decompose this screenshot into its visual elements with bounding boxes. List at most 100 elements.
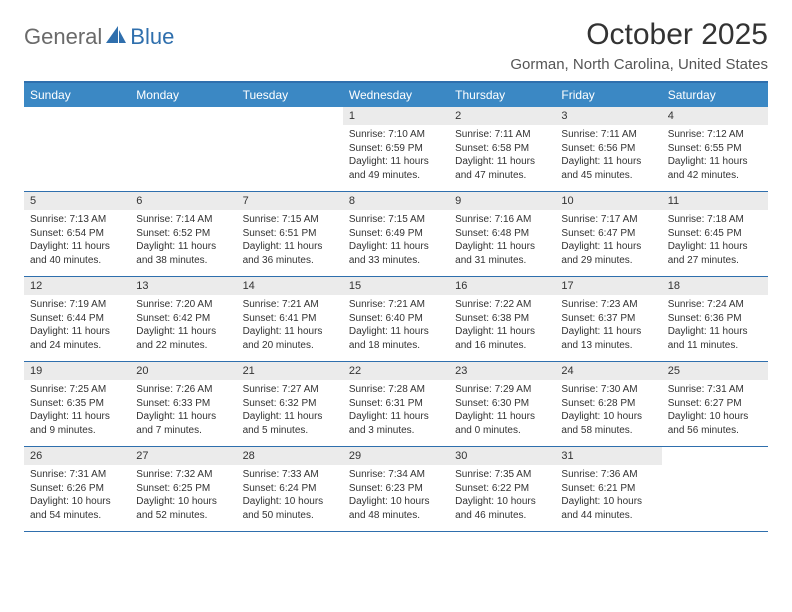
date-number: 25 [662,362,768,380]
header: General Blue October 2025 Gorman, North … [24,18,768,73]
day-cell: 24Sunrise: 7:30 AMSunset: 6:28 PMDayligh… [555,362,661,446]
date-number: 18 [662,277,768,295]
day-cell: 23Sunrise: 7:29 AMSunset: 6:30 PMDayligh… [449,362,555,446]
date-number: 22 [343,362,449,380]
weekday-header: Sunday [24,83,130,107]
day-details: Sunrise: 7:21 AMSunset: 6:41 PMDaylight:… [237,295,343,356]
weekday-header-row: SundayMondayTuesdayWednesdayThursdayFrid… [24,83,768,107]
month-title: October 2025 [510,18,768,52]
day-cell: 14Sunrise: 7:21 AMSunset: 6:41 PMDayligh… [237,277,343,361]
day-cell: 4Sunrise: 7:12 AMSunset: 6:55 PMDaylight… [662,107,768,191]
date-number: 16 [449,277,555,295]
date-number: 17 [555,277,661,295]
day-cell: 2Sunrise: 7:11 AMSunset: 6:58 PMDaylight… [449,107,555,191]
week-row: 19Sunrise: 7:25 AMSunset: 6:35 PMDayligh… [24,362,768,447]
date-number: 3 [555,107,661,125]
day-cell: 19Sunrise: 7:25 AMSunset: 6:35 PMDayligh… [24,362,130,446]
day-details: Sunrise: 7:11 AMSunset: 6:56 PMDaylight:… [555,125,661,186]
logo-sail-icon [106,26,128,49]
day-details: Sunrise: 7:22 AMSunset: 6:38 PMDaylight:… [449,295,555,356]
day-cell: 9Sunrise: 7:16 AMSunset: 6:48 PMDaylight… [449,192,555,276]
date-number: 13 [130,277,236,295]
day-details: Sunrise: 7:20 AMSunset: 6:42 PMDaylight:… [130,295,236,356]
logo: General Blue [24,24,174,50]
day-details: Sunrise: 7:11 AMSunset: 6:58 PMDaylight:… [449,125,555,186]
day-cell: 12Sunrise: 7:19 AMSunset: 6:44 PMDayligh… [24,277,130,361]
day-details: Sunrise: 7:14 AMSunset: 6:52 PMDaylight:… [130,210,236,271]
weekday-header: Thursday [449,83,555,107]
day-details: Sunrise: 7:15 AMSunset: 6:51 PMDaylight:… [237,210,343,271]
logo-text-blue: Blue [130,24,174,50]
date-number: 27 [130,447,236,465]
day-cell: 20Sunrise: 7:26 AMSunset: 6:33 PMDayligh… [130,362,236,446]
week-row: 12Sunrise: 7:19 AMSunset: 6:44 PMDayligh… [24,277,768,362]
date-number: 30 [449,447,555,465]
calendar: SundayMondayTuesdayWednesdayThursdayFrid… [24,81,768,532]
day-details: Sunrise: 7:30 AMSunset: 6:28 PMDaylight:… [555,380,661,441]
day-cell: 26Sunrise: 7:31 AMSunset: 6:26 PMDayligh… [24,447,130,531]
day-cell: 29Sunrise: 7:34 AMSunset: 6:23 PMDayligh… [343,447,449,531]
day-cell: 11Sunrise: 7:18 AMSunset: 6:45 PMDayligh… [662,192,768,276]
date-number: 29 [343,447,449,465]
date-number: 26 [24,447,130,465]
day-cell: 6Sunrise: 7:14 AMSunset: 6:52 PMDaylight… [130,192,236,276]
week-row: 1Sunrise: 7:10 AMSunset: 6:59 PMDaylight… [24,107,768,192]
weekday-header: Monday [130,83,236,107]
day-cell [24,107,130,191]
weekday-header: Friday [555,83,661,107]
date-number: 4 [662,107,768,125]
day-details: Sunrise: 7:12 AMSunset: 6:55 PMDaylight:… [662,125,768,186]
day-details: Sunrise: 7:36 AMSunset: 6:21 PMDaylight:… [555,465,661,526]
week-row: 5Sunrise: 7:13 AMSunset: 6:54 PMDaylight… [24,192,768,277]
day-details: Sunrise: 7:19 AMSunset: 6:44 PMDaylight:… [24,295,130,356]
day-details: Sunrise: 7:35 AMSunset: 6:22 PMDaylight:… [449,465,555,526]
date-number: 11 [662,192,768,210]
day-cell: 3Sunrise: 7:11 AMSunset: 6:56 PMDaylight… [555,107,661,191]
day-cell [237,107,343,191]
day-details: Sunrise: 7:33 AMSunset: 6:24 PMDaylight:… [237,465,343,526]
day-details: Sunrise: 7:31 AMSunset: 6:26 PMDaylight:… [24,465,130,526]
date-number: 14 [237,277,343,295]
day-cell: 27Sunrise: 7:32 AMSunset: 6:25 PMDayligh… [130,447,236,531]
day-details: Sunrise: 7:34 AMSunset: 6:23 PMDaylight:… [343,465,449,526]
day-cell: 30Sunrise: 7:35 AMSunset: 6:22 PMDayligh… [449,447,555,531]
date-number: 20 [130,362,236,380]
date-number: 6 [130,192,236,210]
date-number: 31 [555,447,661,465]
date-number: 19 [24,362,130,380]
day-details: Sunrise: 7:21 AMSunset: 6:40 PMDaylight:… [343,295,449,356]
date-number: 9 [449,192,555,210]
day-cell: 18Sunrise: 7:24 AMSunset: 6:36 PMDayligh… [662,277,768,361]
day-cell: 17Sunrise: 7:23 AMSunset: 6:37 PMDayligh… [555,277,661,361]
location: Gorman, North Carolina, United States [510,56,768,73]
weekday-header: Tuesday [237,83,343,107]
day-cell: 28Sunrise: 7:33 AMSunset: 6:24 PMDayligh… [237,447,343,531]
date-number: 15 [343,277,449,295]
day-details: Sunrise: 7:16 AMSunset: 6:48 PMDaylight:… [449,210,555,271]
day-details: Sunrise: 7:15 AMSunset: 6:49 PMDaylight:… [343,210,449,271]
date-number: 10 [555,192,661,210]
date-number: 1 [343,107,449,125]
day-details: Sunrise: 7:25 AMSunset: 6:35 PMDaylight:… [24,380,130,441]
title-block: October 2025 Gorman, North Carolina, Uni… [510,18,768,73]
day-cell: 15Sunrise: 7:21 AMSunset: 6:40 PMDayligh… [343,277,449,361]
date-number: 24 [555,362,661,380]
day-cell: 16Sunrise: 7:22 AMSunset: 6:38 PMDayligh… [449,277,555,361]
day-cell: 25Sunrise: 7:31 AMSunset: 6:27 PMDayligh… [662,362,768,446]
date-number: 23 [449,362,555,380]
date-number: 28 [237,447,343,465]
logo-text-general: General [24,24,102,50]
day-cell: 5Sunrise: 7:13 AMSunset: 6:54 PMDaylight… [24,192,130,276]
day-details: Sunrise: 7:17 AMSunset: 6:47 PMDaylight:… [555,210,661,271]
date-number: 12 [24,277,130,295]
day-details: Sunrise: 7:27 AMSunset: 6:32 PMDaylight:… [237,380,343,441]
date-number: 5 [24,192,130,210]
day-details: Sunrise: 7:32 AMSunset: 6:25 PMDaylight:… [130,465,236,526]
weekday-header: Saturday [662,83,768,107]
day-cell: 8Sunrise: 7:15 AMSunset: 6:49 PMDaylight… [343,192,449,276]
day-cell: 22Sunrise: 7:28 AMSunset: 6:31 PMDayligh… [343,362,449,446]
day-details: Sunrise: 7:18 AMSunset: 6:45 PMDaylight:… [662,210,768,271]
day-details: Sunrise: 7:10 AMSunset: 6:59 PMDaylight:… [343,125,449,186]
weeks-container: 1Sunrise: 7:10 AMSunset: 6:59 PMDaylight… [24,107,768,532]
day-cell: 31Sunrise: 7:36 AMSunset: 6:21 PMDayligh… [555,447,661,531]
